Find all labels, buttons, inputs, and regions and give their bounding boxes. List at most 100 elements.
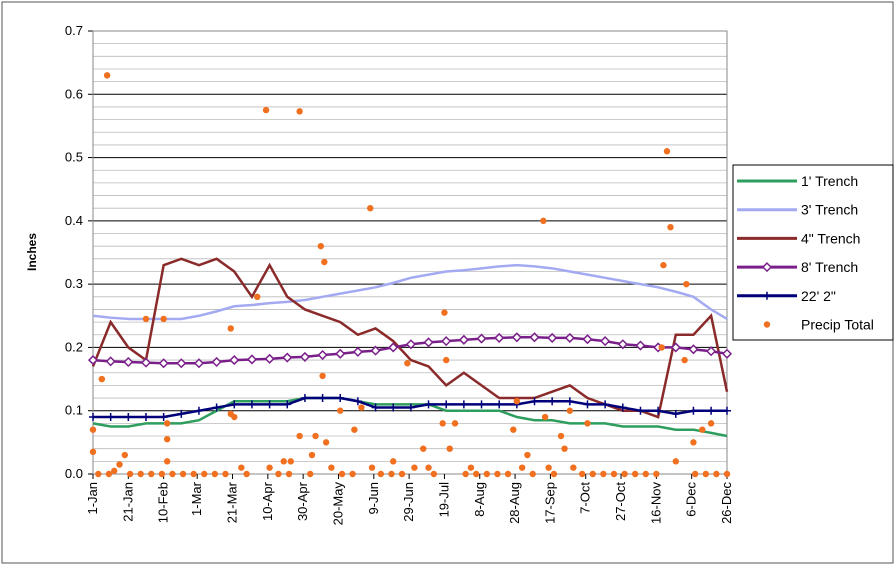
point-marker [660,261,667,269]
point-marker [723,406,731,415]
point-marker [473,470,480,478]
x-tick-label: 26-Dec [719,482,734,524]
point-marker [570,464,577,471]
point-marker [510,426,517,433]
point-marker [654,406,663,415]
point-marker [254,293,261,300]
point-marker [547,332,558,343]
point-marker [601,400,610,409]
point-marker [667,223,674,231]
point-marker [451,420,459,427]
point-marker [307,470,314,478]
point-marker [266,464,273,471]
point-marker [530,397,539,406]
point-marker [317,242,325,250]
y-tick-label: 0.4 [65,213,83,228]
point-marker [158,470,166,478]
point-marker [707,420,715,427]
point-marker [212,403,221,412]
point-marker [617,339,628,350]
point-marker [140,357,152,368]
point-marker [160,315,167,323]
point-marker [126,470,134,478]
point-marker [707,406,716,415]
point-marker [600,470,607,478]
point-marker [631,470,639,478]
point-marker [423,337,434,348]
point-marker [227,325,234,332]
point-marker [398,470,406,478]
point-marker [689,406,698,415]
point-marker [459,400,468,409]
point-marker [495,400,504,409]
point-marker [446,445,453,452]
point-marker [353,397,362,406]
point-marker [635,340,646,351]
point-marker [159,413,168,422]
point-marker [280,458,287,465]
point-marker [123,356,134,368]
point-marker [265,400,274,409]
point-marker [388,342,399,353]
point-marker [194,406,203,415]
point-marker [300,394,309,403]
plot-area [92,30,728,475]
legend-label: 8' Trench [801,259,858,275]
x-tick-label: 16-Nov [648,482,663,524]
x-tick-label: 19-Jul [436,482,451,518]
point-marker [169,470,176,478]
point-marker [458,334,469,345]
point-marker [584,420,591,427]
point-marker [121,451,128,459]
legend [732,164,894,341]
point-marker [442,400,451,409]
point-marker [504,470,512,478]
point-marker [692,470,699,478]
point-marker [642,470,649,478]
point-marker [390,458,397,465]
point-marker [318,394,327,403]
point-marker [262,106,270,114]
point-marker [336,394,345,403]
legend-label: 1' Trench [801,173,858,189]
point-marker [443,356,450,364]
point-marker [163,458,171,465]
point-marker [541,413,549,421]
point-marker [476,333,487,344]
x-tick-label: 1-Mar [189,481,204,516]
point-marker [671,409,680,418]
x-tick-label: 8-Aug [472,482,487,517]
point-marker [190,470,197,478]
point-marker [176,358,187,369]
point-marker [566,407,574,414]
point-marker [349,470,356,478]
point-marker [721,348,733,359]
point-marker [424,400,433,409]
point-marker [335,348,346,359]
point-marker [618,403,627,412]
point-marker [230,400,239,409]
y-tick-label: 0.2 [65,339,83,354]
y-tick-label: 0.0 [65,466,83,481]
point-marker [247,400,256,409]
point-marker [529,332,540,343]
point-marker [322,439,330,446]
point-marker [406,403,415,412]
x-tick-label: 21-Jan [120,482,135,522]
legend-swatch [763,321,771,328]
point-marker [540,217,547,225]
point-marker [137,470,144,478]
point-marker [600,336,611,347]
point-marker [462,470,469,478]
point-marker [557,432,565,440]
point-marker [319,372,326,380]
point-marker [124,413,133,422]
point-marker [430,470,438,478]
point-marker [405,339,416,350]
point-marker [105,470,113,478]
point-marker [98,375,106,383]
point-marker [370,345,381,356]
point-marker [663,148,671,155]
point-marker [583,400,592,409]
point-marker [518,464,526,471]
